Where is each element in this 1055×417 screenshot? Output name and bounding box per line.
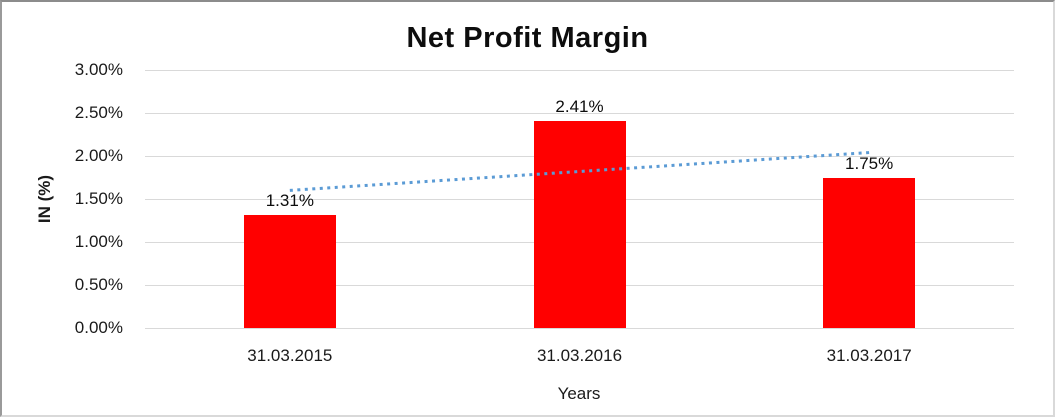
bar-31.03.2017 — [823, 177, 916, 328]
y-tick-label: 1.50% — [74, 189, 123, 208]
y-tick-label: 0.00% — [74, 318, 123, 337]
gridline — [145, 113, 1014, 114]
y-tick-label: 0.50% — [74, 275, 123, 294]
x-tick-label: 31.03.2016 — [536, 346, 623, 365]
y-tick-label: 3.00% — [74, 60, 123, 79]
y-tick-label: 1.00% — [74, 232, 123, 251]
bar-31.03.2015 — [243, 215, 336, 328]
bar-31.03.2016 — [533, 120, 626, 328]
chart-title: Net Profit Margin — [406, 22, 649, 54]
x-tick-label: 31.03.2015 — [247, 346, 333, 365]
x-tick-label: 31.03.2017 — [826, 346, 912, 365]
gridline — [145, 70, 1014, 71]
y-tick-label: 2.50% — [74, 103, 123, 122]
plot-area: 1.31% 2.41% 1.75% — [145, 70, 1014, 329]
y-tick-label: 2.00% — [74, 146, 123, 165]
gridline — [145, 328, 1014, 329]
data-label: 1.75% — [845, 153, 894, 173]
data-label: 1.31% — [265, 191, 314, 211]
data-label: 2.41% — [555, 96, 604, 116]
x-axis-title: Years — [557, 384, 601, 403]
